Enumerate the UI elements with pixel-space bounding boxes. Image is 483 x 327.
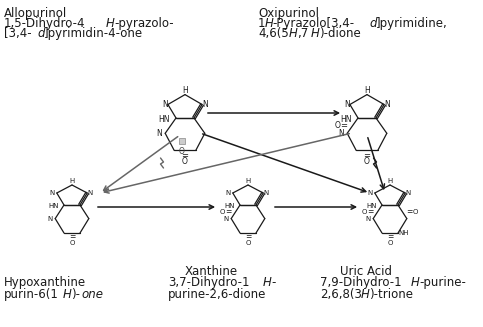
Text: H: H [387,178,393,184]
Text: HN: HN [158,115,170,125]
Text: H: H [182,86,188,95]
Text: -Pyrazolo[3,4-: -Pyrazolo[3,4- [272,17,354,30]
Text: O: O [245,240,251,246]
Text: O: O [364,157,370,166]
Text: 3,7-Dihydro-1: 3,7-Dihydro-1 [168,276,250,289]
Text: ]pyrimidin-4-one: ]pyrimidin-4-one [44,27,143,40]
Text: H: H [265,17,274,30]
Text: )-dione: )-dione [319,27,361,40]
Text: 4,6(5: 4,6(5 [258,27,289,40]
Text: O: O [387,240,393,246]
Text: -purine-: -purine- [419,276,466,289]
Text: N: N [162,100,168,109]
Text: Uric Acid: Uric Acid [340,265,392,278]
Text: purine-2,6-dione: purine-2,6-dione [168,288,267,301]
Text: N: N [339,129,344,138]
Text: H: H [361,288,370,301]
Text: =: = [226,207,232,216]
Text: O: O [412,209,418,215]
Text: 2,6,8(3: 2,6,8(3 [320,288,362,301]
Text: O: O [362,209,367,215]
Bar [179,138,185,144]
Text: purin-6(1: purin-6(1 [4,288,59,301]
Text: N: N [156,129,162,138]
Text: O: O [220,209,225,215]
Text: N: N [384,100,390,109]
Text: N: N [87,190,93,196]
Text: H: H [263,276,272,289]
Text: =: = [69,232,75,242]
Text: -: - [271,276,275,289]
Text: =: = [406,207,412,216]
Text: NH: NH [399,230,409,236]
Text: )-trione: )-trione [369,288,413,301]
Text: Hypoxanthine: Hypoxanthine [4,276,86,289]
Text: O: O [335,121,341,130]
Text: O: O [182,157,188,166]
Text: H: H [289,27,298,40]
Text: H: H [63,288,72,301]
Text: =: = [364,151,370,160]
Text: N: N [344,100,350,109]
Text: HN: HN [225,203,235,209]
Text: N: N [50,190,55,196]
Text: =: = [245,232,251,242]
Text: H: H [245,178,251,184]
Text: N: N [226,190,231,196]
Text: H: H [411,276,420,289]
Text: Xanthine: Xanthine [185,265,238,278]
Text: 1,5-Dihydro-4: 1,5-Dihydro-4 [4,17,85,30]
Text: =: = [387,232,393,242]
Text: 1: 1 [258,17,266,30]
Text: H: H [70,178,75,184]
Text: HN: HN [48,203,59,209]
Text: ]pyrimidine,: ]pyrimidine, [376,17,448,30]
Text: -pyrazolo-: -pyrazolo- [114,17,173,30]
Text: =: = [368,207,374,216]
Text: Oxipurinol: Oxipurinol [258,7,319,20]
Text: H: H [311,27,320,40]
Text: H: H [364,86,370,95]
Text: N: N [368,190,373,196]
Text: N: N [264,190,269,196]
Text: N: N [202,100,208,109]
Text: )-: )- [71,288,80,301]
Text: H: H [106,17,115,30]
Text: =: = [182,151,188,160]
Text: 7,9-Dihydro-1: 7,9-Dihydro-1 [320,276,402,289]
Text: =: = [340,121,347,130]
Text: N: N [223,215,228,222]
Text: N: N [406,190,411,196]
Text: d: d [369,17,377,30]
Text: O: O [179,147,185,157]
Text: O: O [70,240,75,246]
Text: d: d [37,27,44,40]
Text: [3,4-: [3,4- [4,27,31,40]
Text: HN: HN [341,115,352,125]
Text: ,7: ,7 [297,27,308,40]
Text: Allopurinol: Allopurinol [4,7,67,20]
Text: N: N [47,215,52,222]
Text: HN: HN [367,203,377,209]
Text: N: N [365,215,370,222]
Text: one: one [81,288,103,301]
